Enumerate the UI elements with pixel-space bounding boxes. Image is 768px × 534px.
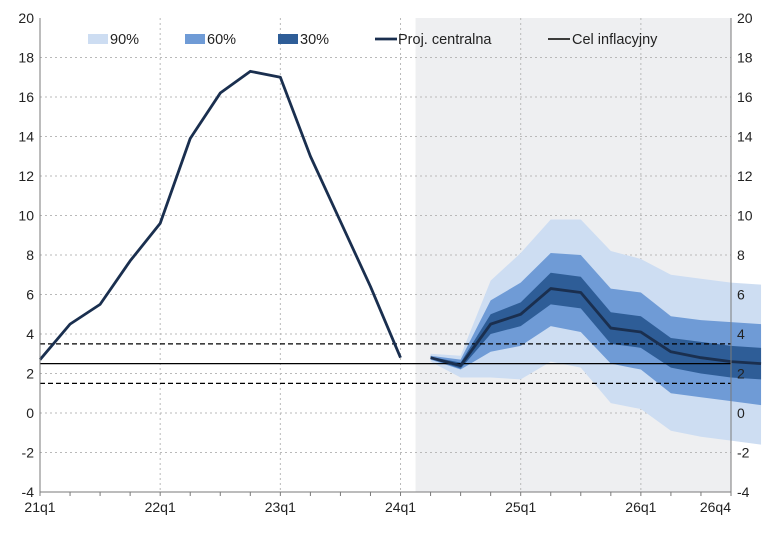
y-tick-label-left: 18 xyxy=(18,50,34,66)
y-tick-label-left: 2 xyxy=(26,366,34,382)
tick-labels: -4 -4 -2 -2 0 0 2 2 4 4 6 6 8 8 10 10 12 12 14 14 16 16 18 18 20… xyxy=(18,10,752,515)
y-tick-label-right: -4 xyxy=(737,484,750,500)
y-tick-label-right: 10 xyxy=(737,208,753,224)
y-tick-label-left: 0 xyxy=(26,405,34,421)
y-tick-label-left: 10 xyxy=(18,208,34,224)
legend-label: Proj. centralna xyxy=(398,32,492,48)
legend-label: 30% xyxy=(300,32,329,48)
y-tick-label-left: 8 xyxy=(26,247,34,263)
gridlines xyxy=(40,18,731,492)
y-tick-label-right: 14 xyxy=(737,129,753,145)
legend-swatch-60 xyxy=(185,34,205,44)
y-tick-label-right: 4 xyxy=(737,326,745,342)
axes xyxy=(39,18,732,496)
y-tick-label-right: 16 xyxy=(737,89,753,105)
x-tick-label: 22q1 xyxy=(145,499,176,515)
y-tick-label-right: 20 xyxy=(737,10,753,26)
x-tick-label: 24q1 xyxy=(385,499,416,515)
x-tick-label: 23q1 xyxy=(265,499,296,515)
legend-swatch-30 xyxy=(278,34,298,44)
y-tick-label-right: 6 xyxy=(737,287,745,303)
reference-lines xyxy=(40,343,731,385)
x-tick-label: 26q4 xyxy=(700,499,731,515)
legend-swatch-90 xyxy=(88,34,108,44)
y-tick-label-left: 12 xyxy=(18,168,34,184)
legend-label: 90% xyxy=(110,32,139,48)
series-lines xyxy=(38,69,762,368)
x-tick-label: 25q1 xyxy=(505,499,536,515)
central-projection-line xyxy=(430,287,762,368)
y-tick-label-left: 4 xyxy=(26,326,34,342)
y-tick-label-left: 14 xyxy=(18,129,34,145)
y-tick-label-left: 6 xyxy=(26,287,34,303)
legend-label: Cel inflacyjny xyxy=(572,32,658,48)
legend-label: 60% xyxy=(207,32,236,48)
y-tick-label-right: 2 xyxy=(737,366,745,382)
y-tick-label-left: -4 xyxy=(22,484,35,500)
y-tick-label-left: 16 xyxy=(18,89,34,105)
x-tick-label: 21q1 xyxy=(24,499,55,515)
y-tick-label-left: 20 xyxy=(18,10,34,26)
y-tick-label-right: 0 xyxy=(737,405,745,421)
y-tick-label-right: -2 xyxy=(737,445,750,461)
y-tick-label-right: 8 xyxy=(737,247,745,263)
y-tick-label-left: -2 xyxy=(22,445,35,461)
legend: 90% 60% 30% Proj. centralna Cel inflacyjny xyxy=(88,32,658,48)
y-tick-label-right: 12 xyxy=(737,168,753,184)
x-tick-label: 26q1 xyxy=(625,499,656,515)
historical-line xyxy=(38,69,402,361)
y-tick-label-right: 18 xyxy=(737,50,753,66)
